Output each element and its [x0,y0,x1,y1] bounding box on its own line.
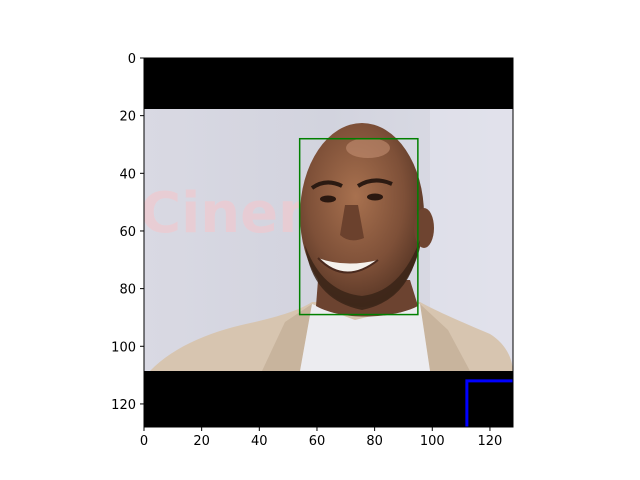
head [300,123,424,307]
x-tick-label: 40 [251,434,268,449]
beard [305,240,420,310]
y-tick-label: 0 [128,52,136,67]
eye-right [367,193,383,201]
y-tick-label: 20 [119,110,136,125]
lapel-left [262,304,312,371]
eyebrow-left [310,180,343,190]
head-shine [346,138,390,158]
x-tick-label: 20 [193,434,210,449]
face-detection-box [298,137,419,316]
shirt [300,304,430,371]
x-tick-label: 120 [478,434,503,449]
letterbox-top [144,58,513,109]
letterbox-bottom [144,371,513,427]
axes-frame [143,57,514,428]
x-tick-label: 0 [140,434,148,449]
image-panel: Cinem [144,58,513,427]
face [300,123,434,310]
x-tick-label: 60 [309,434,326,449]
corner-marker [465,379,513,427]
y-tick-label: 80 [119,283,136,298]
y-tick-label: 120 [111,398,136,413]
x-tick-label: 100 [420,434,445,449]
lapel-right [420,304,470,371]
photo: Cinem [144,109,513,371]
eye-left [320,195,336,203]
eyebrow-right [356,178,393,188]
y-tick-label: 40 [119,167,136,182]
y-axis: 0 20 40 60 80 100 120 [111,52,144,413]
nose [340,205,364,241]
x-tick-label: 80 [366,434,383,449]
ear [414,208,434,248]
y-tick-label: 100 [111,340,136,355]
lips [317,257,379,274]
y-tick-label: 60 [119,225,136,240]
x-axis: 0 20 40 60 80 100 120 [140,427,502,449]
